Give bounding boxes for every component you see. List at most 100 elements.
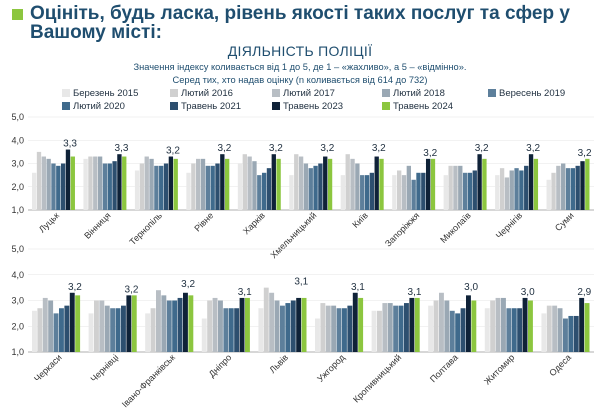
bar (42, 297, 48, 352)
bar (220, 154, 225, 210)
bar (552, 305, 558, 352)
data-label: 3,2 (320, 143, 334, 154)
bar (430, 158, 436, 210)
bar (397, 170, 402, 210)
bar (172, 300, 178, 352)
bar (154, 165, 159, 210)
bar (134, 170, 140, 210)
y-tick-label: 3,0 (11, 159, 24, 169)
bar (210, 165, 215, 210)
chart-subtitle: ДІЯЛЬНІСТЬ ПОЛІЦІЇ (227, 43, 373, 59)
bar (406, 165, 411, 210)
bar (269, 292, 275, 352)
category-label: Львів (267, 352, 290, 375)
legend-label: Вересень 2019 (499, 88, 566, 99)
bar (360, 175, 365, 211)
bar (280, 305, 285, 352)
bar (448, 165, 453, 210)
bar (266, 168, 272, 210)
bar (46, 158, 51, 210)
bar (139, 163, 145, 210)
bar (215, 163, 220, 210)
bar (75, 295, 81, 352)
bar (342, 308, 347, 352)
bar (144, 156, 149, 210)
legend-swatch (272, 89, 280, 97)
legend-swatch (382, 89, 390, 97)
bar (345, 154, 350, 210)
bar (466, 295, 471, 352)
bar (239, 297, 245, 352)
bar (183, 292, 188, 352)
data-label: 3,2 (372, 143, 386, 154)
bar (149, 158, 154, 210)
bar (327, 158, 333, 210)
bar (546, 305, 552, 352)
bar (364, 175, 370, 211)
legend-item: Лютий 2017 (272, 88, 335, 99)
bar (257, 175, 262, 211)
bar (65, 149, 71, 210)
category-label: Житомир (482, 352, 516, 386)
bar (575, 165, 580, 210)
legend-item: Травень 2023 (272, 101, 343, 112)
bar (546, 179, 551, 210)
bar (336, 308, 342, 352)
category-label: Івано-Франківськ (120, 352, 177, 408)
sample-note: Серед тих, хто надав оцінку (n коливаєть… (172, 75, 428, 85)
data-label: 3,2 (181, 279, 195, 290)
bar (196, 158, 201, 210)
bar (126, 295, 132, 352)
data-label: 3,2 (166, 146, 180, 157)
data-label: 3,1 (294, 277, 308, 288)
bar (48, 300, 54, 352)
bar (94, 300, 99, 352)
legend-item: Вересень 2019 (488, 88, 565, 99)
y-tick-label: 1,0 (11, 205, 24, 215)
bar (404, 303, 409, 352)
legend-label: Лютий 2020 (73, 101, 125, 112)
bar (409, 297, 415, 352)
bar (110, 308, 116, 352)
bar (471, 300, 477, 352)
bar (379, 158, 384, 210)
bar (401, 175, 407, 211)
bar (32, 310, 37, 352)
bar (102, 163, 108, 210)
y-tick-label: 2,0 (11, 182, 24, 192)
data-label: 3,3 (115, 143, 129, 154)
bar (156, 290, 161, 352)
y-tick-label: 1,0 (11, 347, 24, 357)
bar (303, 163, 309, 210)
bar (234, 308, 240, 352)
page-title: Оцініть, будь ласка, рівень якості таких… (30, 3, 570, 43)
bar (115, 308, 121, 352)
bar (201, 318, 207, 352)
bar (382, 303, 388, 352)
category-label: Рівне (192, 210, 215, 233)
bar (37, 308, 43, 352)
bar (325, 305, 331, 352)
bar (308, 168, 313, 210)
bar (506, 308, 512, 352)
bar (557, 308, 563, 352)
category-label: Полтава (428, 352, 460, 384)
legend-swatch (488, 89, 496, 97)
bar (70, 156, 75, 210)
bar (472, 170, 477, 210)
bar (467, 172, 473, 210)
legend-label: Травень 2023 (283, 101, 344, 112)
bar (242, 154, 247, 210)
bar (212, 297, 218, 352)
bar (274, 300, 280, 352)
bar (433, 300, 439, 352)
bar (377, 310, 382, 352)
legend-label: Травень 2021 (181, 101, 242, 112)
bar (224, 158, 230, 210)
bar (41, 156, 46, 210)
bar (511, 308, 517, 352)
bar (121, 305, 126, 352)
legend-label: Лютий 2017 (283, 88, 335, 99)
data-label: 3,2 (475, 143, 489, 154)
data-label: 3,2 (217, 143, 231, 154)
